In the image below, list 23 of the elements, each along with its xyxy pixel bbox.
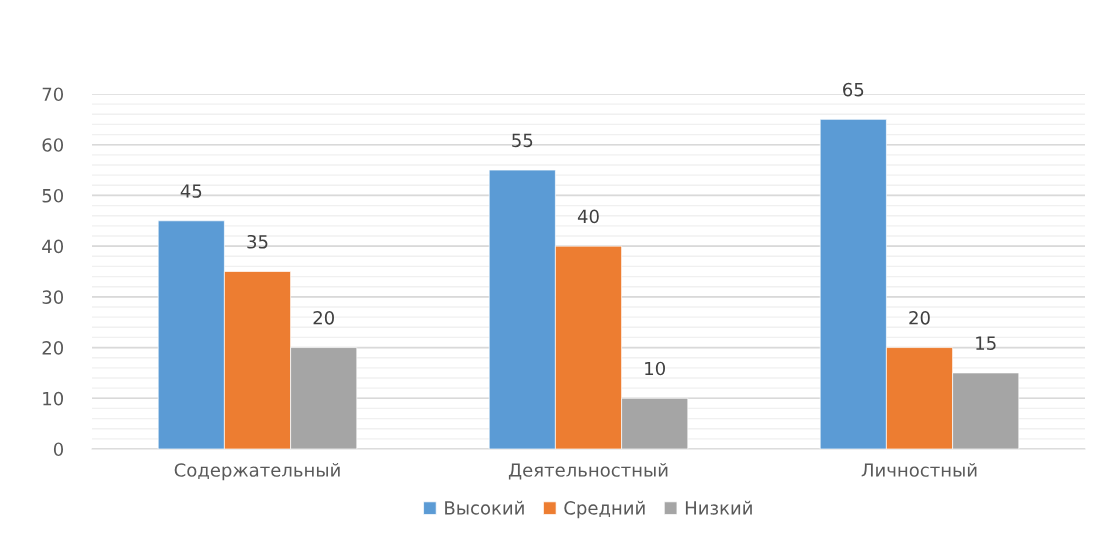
data-label: 55	[512, 133, 533, 148]
data-label: 15	[976, 336, 996, 350]
data-label: 35	[247, 234, 268, 249]
y-tick-label: 20	[42, 341, 64, 355]
x-tick-label: Деятельностный	[508, 462, 668, 480]
legend-label: Высокий	[445, 500, 524, 515]
data-label: 65	[843, 82, 864, 97]
legend-label: Средний	[564, 500, 645, 519]
legend-label: Низкий	[685, 500, 752, 515]
y-tick-label: 70	[42, 87, 64, 102]
data-label: 10	[645, 361, 665, 376]
data-label: 20	[909, 310, 930, 325]
data-label: 45	[180, 184, 202, 198]
x-tick-label: Личностный	[861, 462, 977, 477]
data-label: 40	[577, 209, 599, 224]
y-tick-label: 10	[43, 391, 64, 406]
y-tick-label: 0	[53, 442, 64, 457]
y-tick-label: 40	[42, 239, 64, 254]
y-tick-label: 50	[42, 188, 64, 203]
x-tick-label: Содержательный	[174, 462, 340, 481]
data-label: 20	[313, 310, 334, 325]
y-tick-label: 30	[42, 290, 64, 304]
y-tick-label: 60	[42, 138, 64, 152]
